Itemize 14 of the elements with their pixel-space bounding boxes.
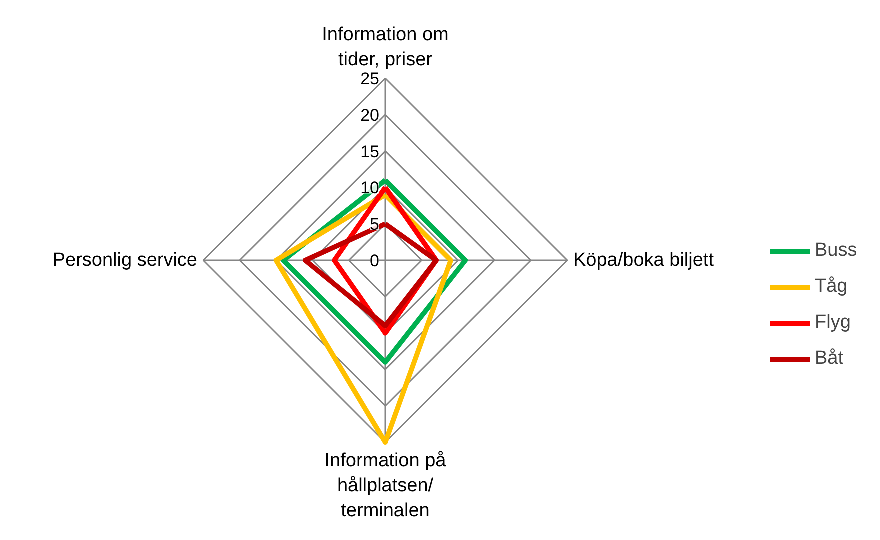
y-tick-label: 25 bbox=[360, 70, 380, 88]
spoke-label: Personlig service bbox=[52, 250, 198, 271]
y-tick-label: 0 bbox=[370, 252, 380, 270]
legend-label: Buss bbox=[815, 240, 858, 262]
y-tick-label: 20 bbox=[360, 106, 380, 125]
y-tick-label: 15 bbox=[360, 142, 380, 162]
spoke-label: Information om tider, priser bbox=[322, 24, 449, 70]
spoke-label: Information på hållplatsen/terminalen bbox=[324, 450, 447, 522]
legend-label: Båt bbox=[815, 348, 844, 370]
legend-label: Flyg bbox=[815, 312, 851, 334]
y-tick-label: 5 bbox=[370, 215, 380, 234]
spoke-label: Köpa/boka biljett bbox=[574, 250, 715, 271]
legend-label: Tåg bbox=[815, 276, 848, 298]
y-tick-label: 10 bbox=[360, 178, 380, 198]
